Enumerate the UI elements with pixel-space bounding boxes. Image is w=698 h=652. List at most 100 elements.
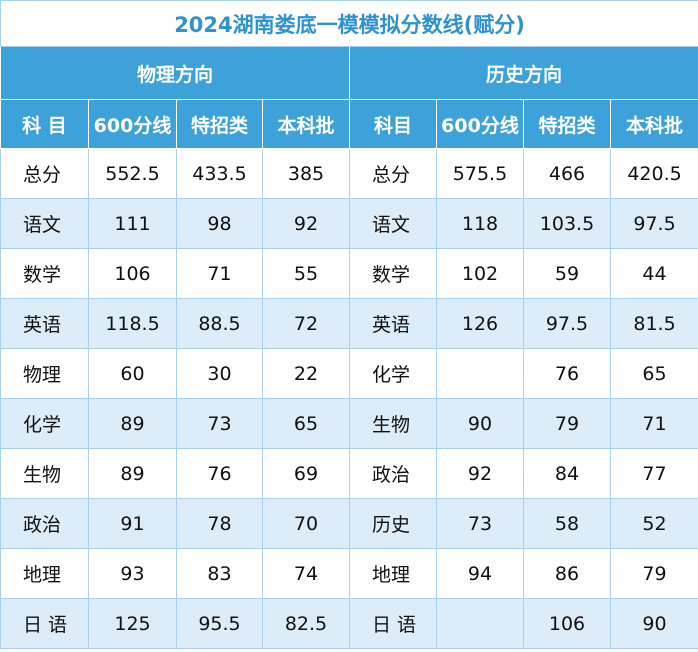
data-row: 数学 106 71 55 数学 102 59 44 xyxy=(0,248,698,299)
subject-cell: 英语 xyxy=(0,298,89,349)
score-cell: 111 xyxy=(88,198,177,249)
data-row: 语文 111 98 92 语文 118 103.5 97.5 xyxy=(0,198,698,249)
score-cell: 73 xyxy=(436,498,524,549)
score-cell: 69 xyxy=(262,448,350,499)
subject-cell: 总分 xyxy=(0,148,89,199)
score-cell: 433.5 xyxy=(176,148,263,199)
subject-cell: 语文 xyxy=(349,198,437,249)
column-row: 科 目 600分线 特招类 本科批 科目 600分线 特招类 本科批 xyxy=(0,99,698,149)
data-row: 日 语 125 95.5 82.5 日 语 106 90 xyxy=(0,598,698,649)
score-cell: 93 xyxy=(88,548,177,599)
column-header: 600分线 xyxy=(436,99,524,149)
score-cell: 71 xyxy=(609,398,698,449)
data-row: 化学 89 73 65 生物 90 79 71 xyxy=(0,398,698,449)
group-header: 物理方向 xyxy=(0,46,350,100)
subject-cell: 化学 xyxy=(349,348,437,399)
column-header: 600分线 xyxy=(88,99,177,149)
score-cell: 30 xyxy=(176,348,263,399)
group-header: 历史方向 xyxy=(348,46,698,100)
score-cell: 106 xyxy=(88,248,177,299)
data-row: 生物 89 76 69 政治 92 84 77 xyxy=(0,448,698,499)
score-cell: 81.5 xyxy=(609,298,698,349)
score-cell: 466 xyxy=(523,148,611,199)
column-header: 特招类 xyxy=(176,99,263,149)
column-header: 本科批 xyxy=(609,99,698,149)
score-cell: 84 xyxy=(523,448,611,499)
score-cell: 78 xyxy=(176,498,263,549)
score-cell: 103.5 xyxy=(523,198,611,249)
score-cell: 118 xyxy=(436,198,524,249)
score-cell: 125 xyxy=(88,598,177,649)
score-cell: 65 xyxy=(609,348,698,399)
data-row: 总分 552.5 433.5 385 总分 575.5 466 420.5 xyxy=(0,148,698,199)
subject-cell: 化学 xyxy=(0,398,89,449)
data-row: 地理 93 83 74 地理 94 86 79 xyxy=(0,548,698,599)
score-cell: 86 xyxy=(523,548,611,599)
score-cell: 82.5 xyxy=(262,598,350,649)
score-cell: 77 xyxy=(609,448,698,499)
subject-cell: 物理 xyxy=(0,348,89,399)
score-cell: 72 xyxy=(262,298,350,349)
score-cell: 70 xyxy=(262,498,350,549)
score-cell: 94 xyxy=(436,548,524,599)
table-title: 2024湖南娄底一模模拟分数线(赋分) xyxy=(0,0,698,47)
score-cell: 95.5 xyxy=(176,598,263,649)
score-cell: 552.5 xyxy=(88,148,177,199)
score-cell: 118.5 xyxy=(88,298,177,349)
score-cell: 89 xyxy=(88,398,177,449)
column-header: 特招类 xyxy=(523,99,611,149)
subject-cell: 数学 xyxy=(349,248,437,299)
score-cell: 106 xyxy=(523,598,611,649)
score-cell: 97.5 xyxy=(523,298,611,349)
score-cell: 89 xyxy=(88,448,177,499)
data-row: 物理 60 30 22 化学 76 65 xyxy=(0,348,698,399)
score-cell: 71 xyxy=(176,248,263,299)
score-cell: 102 xyxy=(436,248,524,299)
subject-cell: 生物 xyxy=(349,398,437,449)
column-header: 科 目 xyxy=(0,99,89,149)
score-cell: 65 xyxy=(262,398,350,449)
score-cell: 90 xyxy=(436,398,524,449)
subject-cell: 地理 xyxy=(349,548,437,599)
subject-cell: 政治 xyxy=(0,498,89,549)
score-cell: 79 xyxy=(609,548,698,599)
subject-cell: 日 语 xyxy=(349,598,437,649)
score-cell: 90 xyxy=(609,598,698,649)
subject-cell: 语文 xyxy=(0,198,89,249)
column-header: 科目 xyxy=(349,99,437,149)
score-cell: 44 xyxy=(609,248,698,299)
score-cell: 76 xyxy=(176,448,263,499)
data-row: 政治 91 78 70 历史 73 58 52 xyxy=(0,498,698,549)
subject-cell: 政治 xyxy=(349,448,437,499)
subject-cell: 数学 xyxy=(0,248,89,299)
empty-cell xyxy=(436,598,524,649)
data-row: 英语 118.5 88.5 72 英语 126 97.5 81.5 xyxy=(0,298,698,349)
score-cell: 79 xyxy=(523,398,611,449)
subject-cell: 英语 xyxy=(349,298,437,349)
score-cell: 91 xyxy=(88,498,177,549)
score-cell: 76 xyxy=(523,348,611,399)
score-cell: 58 xyxy=(523,498,611,549)
score-cell: 52 xyxy=(609,498,698,549)
score-cell: 98 xyxy=(176,198,263,249)
score-cell: 74 xyxy=(262,548,350,599)
score-cell: 73 xyxy=(176,398,263,449)
score-cell: 88.5 xyxy=(176,298,263,349)
score-cell: 92 xyxy=(262,198,350,249)
score-cell: 92 xyxy=(436,448,524,499)
subject-cell: 生物 xyxy=(0,448,89,499)
subject-cell: 地理 xyxy=(0,548,89,599)
score-cell: 97.5 xyxy=(609,198,698,249)
subject-cell: 总分 xyxy=(349,148,437,199)
score-cell: 126 xyxy=(436,298,524,349)
group-row: 物理方向 历史方向 xyxy=(0,46,698,100)
score-cell: 59 xyxy=(523,248,611,299)
score-cell: 385 xyxy=(262,148,350,199)
score-cell: 60 xyxy=(88,348,177,399)
score-cell: 575.5 xyxy=(436,148,524,199)
subject-cell: 历史 xyxy=(349,498,437,549)
column-header: 本科批 xyxy=(262,99,350,149)
